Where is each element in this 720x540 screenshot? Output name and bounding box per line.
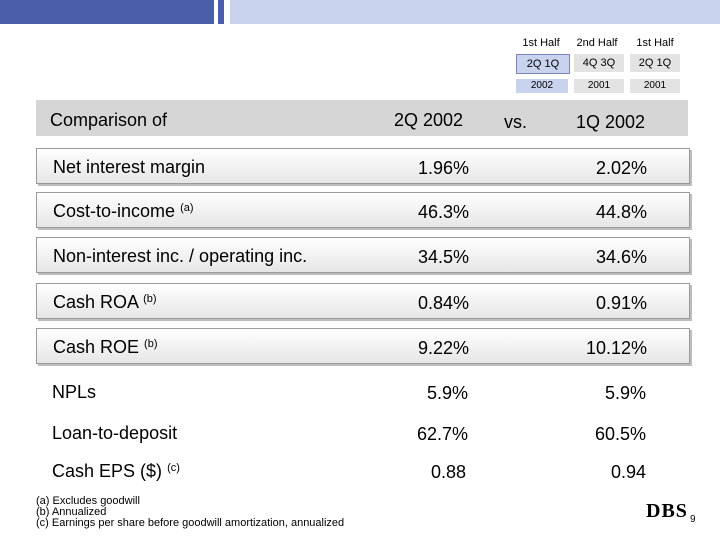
metric-label: Cash ROA (b) <box>53 292 157 312</box>
metric-label: Cost-to-income (a) <box>53 201 194 221</box>
footnote-ref: (c) <box>167 462 180 474</box>
legend-q: 1Q <box>656 57 672 69</box>
legend-half-3: 1st Half <box>636 37 674 49</box>
vs-label: vs. <box>504 112 528 132</box>
metric-prior: 60.5% <box>594 424 646 444</box>
metric-current: 62.7% <box>416 424 468 444</box>
legend-quarters-1: 2Q 1Q <box>516 54 570 74</box>
footnote-ref: (a) <box>180 202 194 214</box>
legend-year-1: 2002 <box>516 79 568 93</box>
metric-row: Cash EPS ($) (c) 0.88 0.94 <box>36 453 688 487</box>
legend-half-2: 2nd Half <box>576 37 618 49</box>
comparison-header: Comparison of 2Q 2002 vs. 1Q 2002 <box>36 100 688 136</box>
metric-label: Cash ROE (b) <box>53 337 158 357</box>
legend-q: 4Q <box>582 57 598 69</box>
metric-current: 5.9% <box>426 383 468 403</box>
decor-block-blue <box>0 0 214 24</box>
metric-row: Cash ROA (b) 0.84% 0.91% <box>36 283 690 319</box>
comparison-label: Comparison of <box>50 110 168 130</box>
metric-row: Non-interest inc. / operating inc. 34.5%… <box>36 237 690 273</box>
top-decor-bar <box>0 0 720 24</box>
metric-current: 9.22% <box>417 338 469 358</box>
metric-label: NPLs <box>52 382 97 402</box>
legend-quarters-3: 2Q 1Q <box>630 54 680 72</box>
footnote-ref: (b) <box>144 338 158 350</box>
metric-prior: 2.02% <box>595 158 647 178</box>
footnote-ref: (b) <box>143 293 157 305</box>
metric-prior: 44.8% <box>595 202 647 222</box>
legend-q: 2Q <box>638 57 654 69</box>
metric-current: 0.88 <box>430 462 466 482</box>
metric-label: Loan-to-deposit <box>52 423 178 443</box>
metric-row: Cost-to-income (a) 46.3% 44.8% <box>36 192 690 228</box>
metric-row: Net interest margin 1.96% 2.02% <box>36 148 690 184</box>
metric-row: Loan-to-deposit 62.7% 60.5% <box>36 415 688 449</box>
metric-prior: 10.12% <box>585 338 647 358</box>
footnote: (a) Excludes goodwill <box>36 495 140 507</box>
metric-current: 0.84% <box>417 293 469 313</box>
metric-prior: 34.6% <box>595 247 647 267</box>
dbs-logo: DBS <box>646 500 688 522</box>
footnote: (b) Annualized <box>36 506 107 518</box>
metric-label: Net interest margin <box>53 157 206 177</box>
metric-current: 46.3% <box>417 202 469 222</box>
decor-block-light <box>230 0 720 24</box>
metric-row: Cash ROE (b) 9.22% 10.12% <box>36 328 690 364</box>
page-number: 9 <box>690 514 696 525</box>
legend-year-3: 2001 <box>630 79 680 93</box>
current-period-header: 2Q 2002 <box>394 110 464 130</box>
legend-half-1: 1st Half <box>522 37 560 49</box>
metric-prior: 0.94 <box>610 462 646 482</box>
metric-prior: 5.9% <box>604 383 646 403</box>
metric-current: 1.96% <box>417 158 469 178</box>
metric-prior: 0.91% <box>595 293 647 313</box>
legend-q: 2Q <box>526 58 542 70</box>
legend-year-2: 2001 <box>574 79 624 93</box>
legend-q: 1Q <box>544 58 560 70</box>
prior-period-header: 1Q 2002 <box>576 112 646 132</box>
decor-block-thin <box>218 0 224 24</box>
footnote: (c) Earnings per share before goodwill a… <box>36 517 345 529</box>
metric-label: Non-interest inc. / operating inc. <box>53 246 308 266</box>
metric-label: Cash EPS ($) (c) <box>52 461 180 481</box>
footnotes: (a) Excludes goodwill (b) Annualized (c)… <box>36 496 344 529</box>
legend-quarters-2: 4Q 3Q <box>574 54 624 72</box>
metric-row: NPLs 5.9% 5.9% <box>36 374 688 408</box>
legend-q: 3Q <box>600 57 616 69</box>
metric-current: 34.5% <box>417 247 469 267</box>
